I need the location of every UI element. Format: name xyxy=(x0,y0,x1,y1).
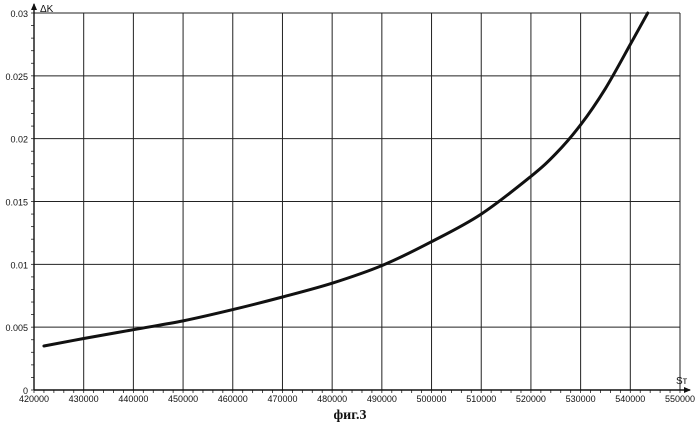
y-axis-arrow xyxy=(31,3,37,10)
x-axis-arrow xyxy=(684,387,691,393)
y-tick-label: 0.005 xyxy=(5,323,28,333)
x-tick-labels: 4200004300004400004500004600004700004800… xyxy=(19,394,695,404)
x-axis-label: Sᴛ xyxy=(676,376,688,387)
x-tick-label: 450000 xyxy=(168,394,198,404)
line-chart: 4200004300004400004500004600004700004800… xyxy=(0,0,700,405)
x-tick-label: 470000 xyxy=(267,394,297,404)
x-tick-label: 440000 xyxy=(118,394,148,404)
y-tick-labels: 0 0.005 0.01 0.015 0.02 0.025 0.03 xyxy=(5,9,28,396)
x-tick-label: 480000 xyxy=(317,394,347,404)
x-tick-label: 490000 xyxy=(367,394,397,404)
series-line-0 xyxy=(44,13,648,346)
x-tick-label: 460000 xyxy=(218,394,248,404)
x-tick-label: 540000 xyxy=(615,394,645,404)
x-tick-label: 520000 xyxy=(516,394,546,404)
y-tick-label: 0.025 xyxy=(5,72,28,82)
y-axis-label: ΔK xyxy=(40,4,54,15)
x-tick-label: 550000 xyxy=(665,394,695,404)
figure-caption: фиг.3 xyxy=(0,408,700,424)
series-group xyxy=(44,13,648,346)
y-tick-label: 0.02 xyxy=(10,135,28,145)
grid xyxy=(34,13,680,390)
x-tick-label: 500000 xyxy=(417,394,447,404)
axes xyxy=(31,3,691,393)
y-tick-label: 0.03 xyxy=(10,9,28,19)
y-tick-label: 0.01 xyxy=(10,260,28,270)
y-tick-label: 0.015 xyxy=(5,198,28,208)
x-tick-label: 530000 xyxy=(566,394,596,404)
y-tick-label: 0 xyxy=(23,386,28,396)
x-tick-label: 430000 xyxy=(69,394,99,404)
x-tick-label: 510000 xyxy=(466,394,496,404)
